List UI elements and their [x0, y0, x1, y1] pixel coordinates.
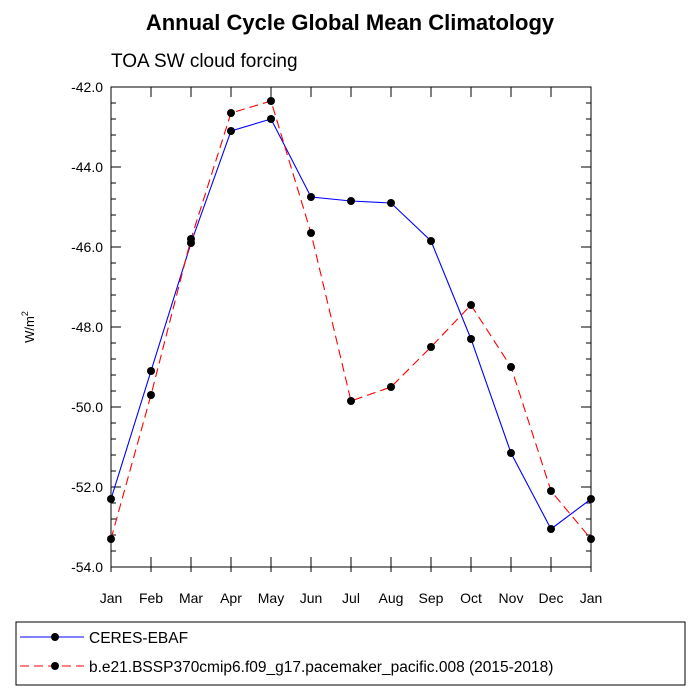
data-point: [547, 487, 555, 495]
data-point: [347, 397, 355, 405]
series-line: [110, 118, 592, 530]
x-tick-label: Oct: [460, 590, 482, 606]
data-point: [387, 199, 395, 207]
axis-ticks: -42.0 -44.0 -46.0 -48.0 -50.0 -52.0 -54.0 Jan Fe…: [71, 79, 602, 606]
y-tick-label: -54.0: [71, 559, 103, 575]
chart-title: Annual Cycle Global Mean Climatology: [146, 10, 555, 35]
plot-frame: [110, 86, 592, 568]
data-point: [467, 301, 475, 309]
legend-marker-1: [51, 633, 59, 641]
legend-label-1: CERES-EBAF: [89, 630, 188, 647]
svg-text:W/m2: W/m2: [20, 311, 37, 343]
series-2: [107, 97, 595, 543]
chart-subtitle: TOA SW cloud forcing: [111, 51, 298, 72]
data-point: [507, 449, 515, 457]
x-tick-label: May: [258, 590, 284, 606]
series-line: [110, 100, 592, 540]
data-point: [267, 115, 275, 123]
x-tick-label: Dec: [539, 590, 564, 606]
y-tick-label: -46.0: [71, 239, 103, 255]
data-point: [107, 495, 115, 503]
x-tick-label: Apr: [220, 590, 242, 606]
x-tick-label: Jul: [342, 590, 360, 606]
legend-label-2: b.e21.BSSP370cmip6.f09_g17.pacemaker_pac…: [89, 659, 553, 676]
x-tick-label: Jan: [100, 590, 123, 606]
data-point: [507, 363, 515, 371]
x-tick-label: Feb: [139, 590, 163, 606]
data-point: [147, 391, 155, 399]
y-axis-label-base: W/m: [22, 316, 37, 343]
y-tick-label: -52.0: [71, 479, 103, 495]
y-axis-label-superscript: 2: [20, 311, 30, 316]
x-tick-label: Sep: [419, 590, 444, 606]
y-axis-label: W/m2: [20, 311, 37, 343]
x-tick-label: Jun: [300, 590, 323, 606]
y-tick-label: -44.0: [71, 159, 103, 175]
data-point: [587, 535, 595, 543]
x-tick-label: Nov: [499, 590, 524, 606]
data-point: [227, 109, 235, 117]
data-point: [587, 495, 595, 503]
data-point: [107, 535, 115, 543]
y-tick-label: -50.0: [71, 399, 103, 415]
data-point: [427, 237, 435, 245]
x-tick-label: Aug: [379, 590, 404, 606]
y-tick-label: -42.0: [71, 79, 103, 95]
legend-box: [15, 621, 686, 686]
legend-items: CERES-EBAF b.e21.BSSP370cmip6.f09_g17.pac…: [20, 630, 553, 676]
data-point: [307, 229, 315, 237]
y-tick-label: -48.0: [71, 319, 103, 335]
data-point: [427, 343, 435, 351]
data-point: [227, 127, 235, 135]
data-point: [467, 335, 475, 343]
series-1: [107, 115, 595, 533]
data-point: [147, 367, 155, 375]
data-point: [267, 97, 275, 105]
x-tick-label: Mar: [179, 590, 203, 606]
data-point: [347, 197, 355, 205]
x-tick-label: Jan: [580, 590, 603, 606]
data-point: [547, 525, 555, 533]
legend-marker-2: [51, 662, 59, 670]
data-point: [187, 235, 195, 243]
data-point: [307, 193, 315, 201]
series-layer: [107, 97, 595, 543]
data-point: [387, 383, 395, 391]
legend: CERES-EBAF b.e21.BSSP370cmip6.f09_g17.pac…: [15, 621, 686, 686]
